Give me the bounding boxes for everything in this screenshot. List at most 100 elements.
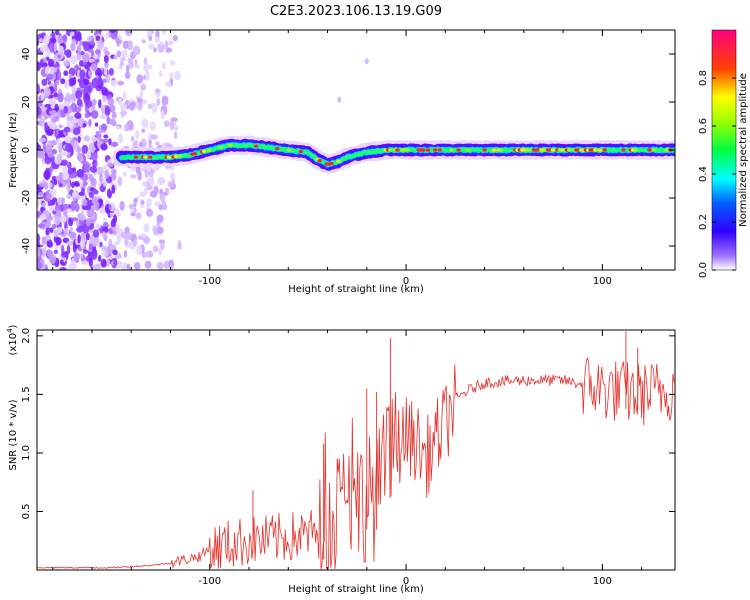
spectrogram-noise-blob bbox=[82, 122, 87, 128]
spectrogram-noise-blob bbox=[124, 71, 131, 80]
spectrogram-noise-blob bbox=[41, 247, 47, 258]
spectrogram-hotspot bbox=[206, 148, 212, 152]
spectrogram-hotspot bbox=[567, 148, 572, 152]
spectrogram-noise-blob bbox=[124, 236, 128, 247]
spectrogram-noise-blob bbox=[37, 102, 43, 108]
spectrogram-noise-blob bbox=[164, 142, 171, 149]
spectrogram-noise-blob bbox=[147, 103, 153, 110]
spectrogram-hotspot bbox=[456, 148, 461, 152]
spectrogram-noise-blob bbox=[84, 112, 90, 119]
spectrogram-noise-blob bbox=[68, 219, 74, 227]
snr-x-axis-label: Height of straight line (km) bbox=[288, 584, 424, 595]
spectrogram-noise-blob bbox=[38, 117, 46, 128]
spectrogram-noise-blob bbox=[103, 134, 109, 139]
spectrogram-noise-blob bbox=[130, 135, 135, 142]
spectrogram-noise-blob bbox=[57, 35, 63, 45]
spectrogram-noise-blob bbox=[66, 118, 74, 129]
spectrogram-noise-blob bbox=[97, 182, 102, 187]
spectrogram-noise-blob bbox=[146, 250, 154, 258]
spectrogram-noise-blob bbox=[55, 30, 60, 36]
spectrogram-noise-blob bbox=[156, 261, 164, 270]
spectrogram-noise-blob bbox=[47, 58, 55, 67]
spectrogram-noise-blob bbox=[61, 159, 68, 167]
spectrogram-noise-blob bbox=[71, 181, 75, 189]
spectrogram-noise-blob bbox=[102, 94, 107, 103]
spectrogram-noise-blob bbox=[142, 63, 150, 72]
spectrogram-noise-blob bbox=[158, 70, 163, 78]
snr-content bbox=[37, 331, 675, 570]
spectrogram-noise-blob bbox=[74, 112, 82, 119]
spectrogram-hotspot bbox=[178, 154, 183, 158]
spectrogram-noise-blob bbox=[88, 243, 93, 251]
spectrogram-noise-blob bbox=[54, 215, 61, 226]
spectrogram-noise-blob bbox=[72, 191, 79, 198]
snr-ytick-label: 2.0 bbox=[21, 328, 32, 344]
spectrogram-noise-blob bbox=[54, 205, 62, 212]
spectrogram-noise-blob bbox=[90, 50, 95, 57]
spectrogram-content bbox=[37, 30, 675, 270]
spectrogram-noise-blob bbox=[104, 61, 109, 69]
spectrogram-noise-blob bbox=[123, 249, 128, 259]
spectrogram-noise-blob bbox=[81, 144, 89, 154]
spectrogram-hotspot bbox=[621, 148, 626, 152]
spectrogram-noise-blob bbox=[64, 228, 69, 235]
spectrogram-noise-blob bbox=[44, 66, 50, 75]
spectrogram-ytick-label: -40 bbox=[21, 238, 32, 254]
spectrogram-noise-blob bbox=[161, 30, 167, 35]
spectrogram-noise-blob bbox=[44, 87, 51, 97]
spectrogram-hotspot bbox=[275, 147, 280, 151]
spectrogram-noise-blob bbox=[156, 214, 164, 223]
spectrogram-noise-blob bbox=[37, 61, 41, 72]
spectrogram-noise-blob bbox=[51, 148, 58, 155]
spectrogram-hotspot bbox=[432, 148, 438, 152]
spectrogram-hotspot bbox=[388, 148, 393, 152]
spectrogram-noise-blob bbox=[162, 61, 166, 70]
spectrogram-hotspot bbox=[395, 148, 400, 152]
spectrogram-hotspot bbox=[449, 148, 454, 152]
spectrogram-noise-blob bbox=[140, 233, 147, 238]
spectrogram-noise-blob bbox=[141, 128, 146, 133]
spectrogram-noise-blob bbox=[78, 191, 85, 196]
snr-plot-area bbox=[37, 330, 675, 570]
spectrogram-noise-blob bbox=[103, 66, 108, 76]
spectrogram-noise-blob bbox=[167, 181, 174, 188]
spectrogram-noise-blob bbox=[87, 85, 92, 94]
spectrogram-noise-blob bbox=[37, 223, 45, 229]
spectrogram-noise-blob bbox=[69, 226, 73, 233]
spectrogram-noise-blob bbox=[69, 31, 75, 37]
spectrogram-panel: -100 0 100 -40 -20 0 20 40 Height of straight l… bbox=[8, 29, 676, 295]
spectrogram-noise-blob bbox=[109, 104, 116, 113]
spectrogram-noise-blob bbox=[56, 138, 61, 146]
spectrogram-noise-blob bbox=[125, 232, 133, 241]
spectrogram-noise-blob bbox=[49, 69, 55, 75]
spectrogram-noise-blob bbox=[89, 177, 95, 183]
spectrogram-noise-blob bbox=[39, 44, 47, 53]
spectrogram-hotspot bbox=[663, 148, 669, 152]
snr-multiplier-base: (x10 bbox=[8, 333, 19, 356]
spectrogram-noise-blob bbox=[46, 239, 53, 248]
spectrogram-noise-blob bbox=[41, 202, 47, 208]
colorbar-tick-label: 0.2 bbox=[698, 214, 709, 230]
spectrogram-noise-blob bbox=[177, 239, 182, 250]
spectrogram-noise-blob bbox=[53, 43, 58, 53]
spectrogram-y-axis-label: Frequency (Hz) bbox=[8, 112, 19, 188]
spectrogram-noise-blob bbox=[132, 238, 138, 247]
spectrogram-noise-blob bbox=[114, 253, 123, 260]
spectrogram-noise-blob bbox=[53, 92, 58, 98]
spectrogram-noise-blob bbox=[86, 200, 92, 211]
spectrogram-noise-blob bbox=[122, 40, 129, 50]
spectrogram-noise-blob bbox=[57, 70, 62, 81]
spectrogram-noise-blob bbox=[53, 249, 58, 254]
spectrogram-noise-blob bbox=[127, 57, 134, 64]
spectrogram-noise-blob bbox=[89, 165, 98, 173]
spectrogram-noise-blob bbox=[141, 39, 146, 44]
snr-xtick-label: 0 bbox=[403, 576, 409, 587]
spectrogram-noise-blob bbox=[108, 204, 112, 210]
spectrogram-noise-blob bbox=[64, 49, 72, 57]
spectrogram-noise-blob bbox=[62, 34, 68, 43]
spectrogram-noise-blob bbox=[47, 120, 55, 127]
spectrogram-noise-blob bbox=[90, 136, 97, 143]
spectrogram-noise-blob bbox=[49, 227, 54, 233]
spectrogram-noise-blob bbox=[62, 172, 69, 181]
spectrogram-noise-blob bbox=[148, 178, 155, 186]
